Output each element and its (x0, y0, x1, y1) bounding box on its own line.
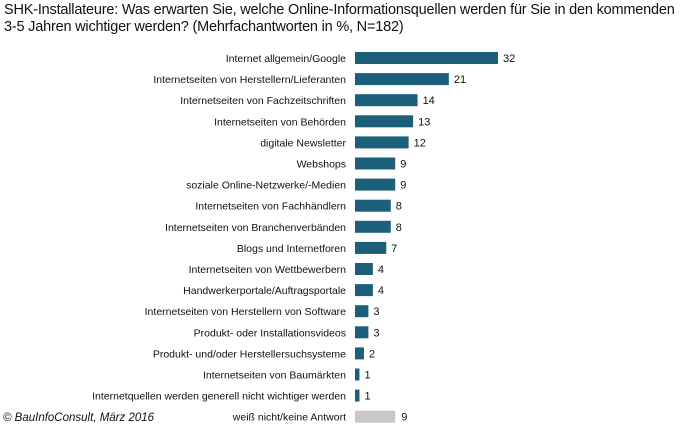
bar (355, 157, 396, 170)
category-label: Produkt- und/oder Herstellersuchsysteme (153, 348, 346, 360)
category-label: Internetseiten von Behörden (214, 116, 346, 128)
data-label: 21 (454, 74, 466, 86)
bar (355, 326, 369, 339)
bar (355, 220, 391, 233)
data-label: 4 (378, 264, 384, 276)
data-label: 7 (391, 243, 397, 255)
bar (355, 115, 414, 128)
bar (355, 263, 373, 275)
bar (355, 305, 369, 318)
bar (355, 199, 391, 212)
category-label: Internetseiten von Herstellern von Softw… (145, 306, 347, 318)
category-label: Internetseiten von Fachhändlern (195, 201, 346, 213)
data-label: 9 (400, 159, 406, 171)
data-label: 12 (414, 137, 426, 149)
bar (355, 136, 409, 149)
data-label: 9 (401, 412, 407, 424)
bar (355, 178, 396, 191)
category-label: Produkt- oder Installationsvideos (194, 327, 346, 339)
bar (355, 284, 373, 297)
bar (355, 241, 387, 254)
category-label: Webshops (297, 159, 346, 171)
category-label: Internetquellen werden generell nicht wi… (92, 391, 346, 403)
bar (355, 347, 364, 360)
data-label: 3 (373, 327, 379, 339)
data-label: 4 (378, 285, 384, 297)
data-label: 2 (369, 348, 375, 360)
category-label: Handwerkerportale/Auftragsportale (183, 285, 346, 297)
category-label: Blogs und Internetforen (237, 243, 346, 255)
data-label: 8 (396, 222, 402, 234)
bar (355, 368, 360, 381)
data-label: 9 (400, 180, 406, 192)
bar (355, 389, 360, 402)
data-label: 3 (373, 306, 379, 318)
category-label: Internetseiten von Herstellern/Lieferant… (153, 74, 346, 86)
bar (355, 52, 498, 64)
category-label: Internetseiten von Baumärkten (203, 370, 346, 382)
category-label: weiß nicht/keine Antwort (232, 412, 346, 424)
category-label: Internet allgemein/Google (226, 53, 346, 65)
category-label: digitale Newsletter (260, 137, 346, 149)
data-label: 32 (503, 53, 515, 65)
category-label: Internetseiten von Branchenverbänden (165, 222, 346, 234)
data-label: 8 (396, 201, 402, 213)
data-label: 1 (364, 370, 370, 382)
category-label: soziale Online-Netzwerke/-Medien (186, 180, 346, 192)
category-label: Internetseiten von Fachzeitschriften (180, 95, 346, 107)
bar (355, 94, 418, 107)
data-label: 1 (364, 391, 370, 403)
category-label: Internetseiten von Wettbewerbern (189, 264, 347, 276)
bar (355, 73, 449, 86)
bar (355, 410, 396, 423)
data-label: 13 (418, 116, 430, 128)
copyright-note: © BauInfoConsult, März 2016 (3, 412, 155, 424)
chart-title: SHK-Installateure: Was erwarten Sie, wel… (4, 2, 675, 35)
data-label: 14 (423, 95, 435, 107)
